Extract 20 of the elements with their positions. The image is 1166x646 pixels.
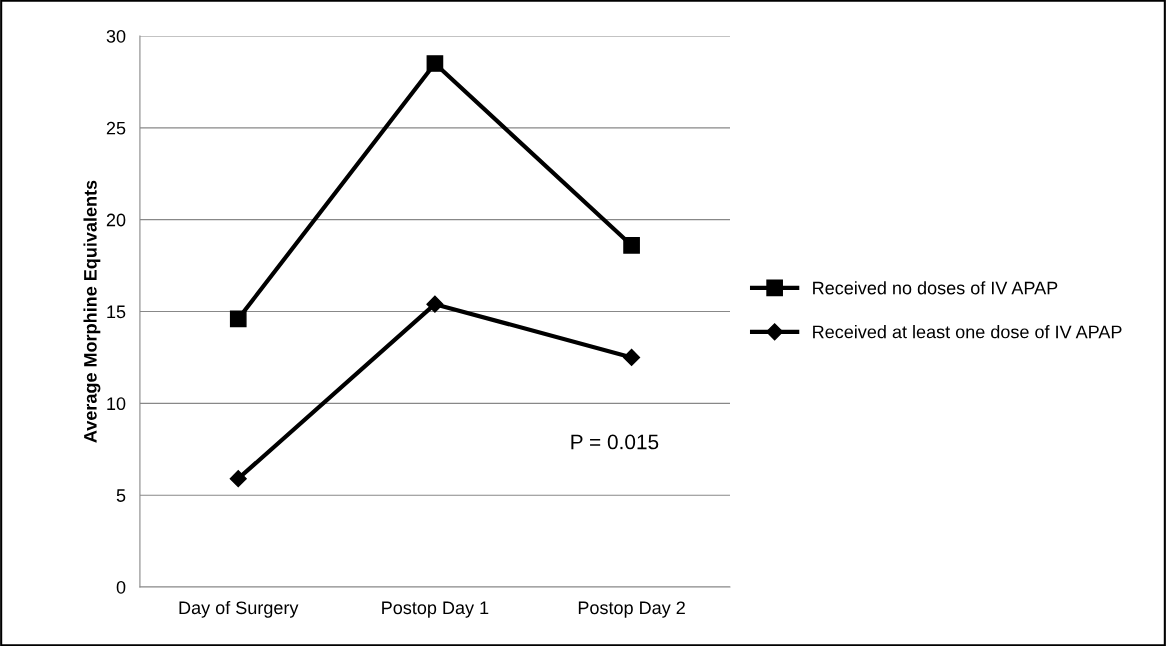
point xyxy=(623,237,640,254)
point xyxy=(229,470,247,488)
y-tick-label: 25 xyxy=(106,121,126,135)
legend-label: Received at least one dose of IV APAP xyxy=(813,325,1122,339)
annotation: P = 0.015 xyxy=(571,434,659,450)
y-tick-label: 5 xyxy=(116,489,126,502)
point xyxy=(229,310,247,328)
y-axis-title: Average Morphine Equivalents xyxy=(83,180,101,443)
point xyxy=(426,295,444,313)
y-tick-label: 10 xyxy=(107,397,126,411)
x-tick-label: Postop Day 2 xyxy=(578,601,685,618)
point xyxy=(623,348,641,366)
x-tick-label: Day of Surgery xyxy=(179,600,299,618)
x-tick-label: Postop Day 1 xyxy=(382,601,489,618)
y-tick-label: 30 xyxy=(106,29,126,43)
legend-label: Received no doses of IV APAP xyxy=(813,281,1058,295)
y-tick-label: 20 xyxy=(106,213,126,227)
point xyxy=(426,55,444,72)
y-tick-label: 15 xyxy=(107,305,126,319)
y-tick-label: 0 xyxy=(116,580,126,594)
